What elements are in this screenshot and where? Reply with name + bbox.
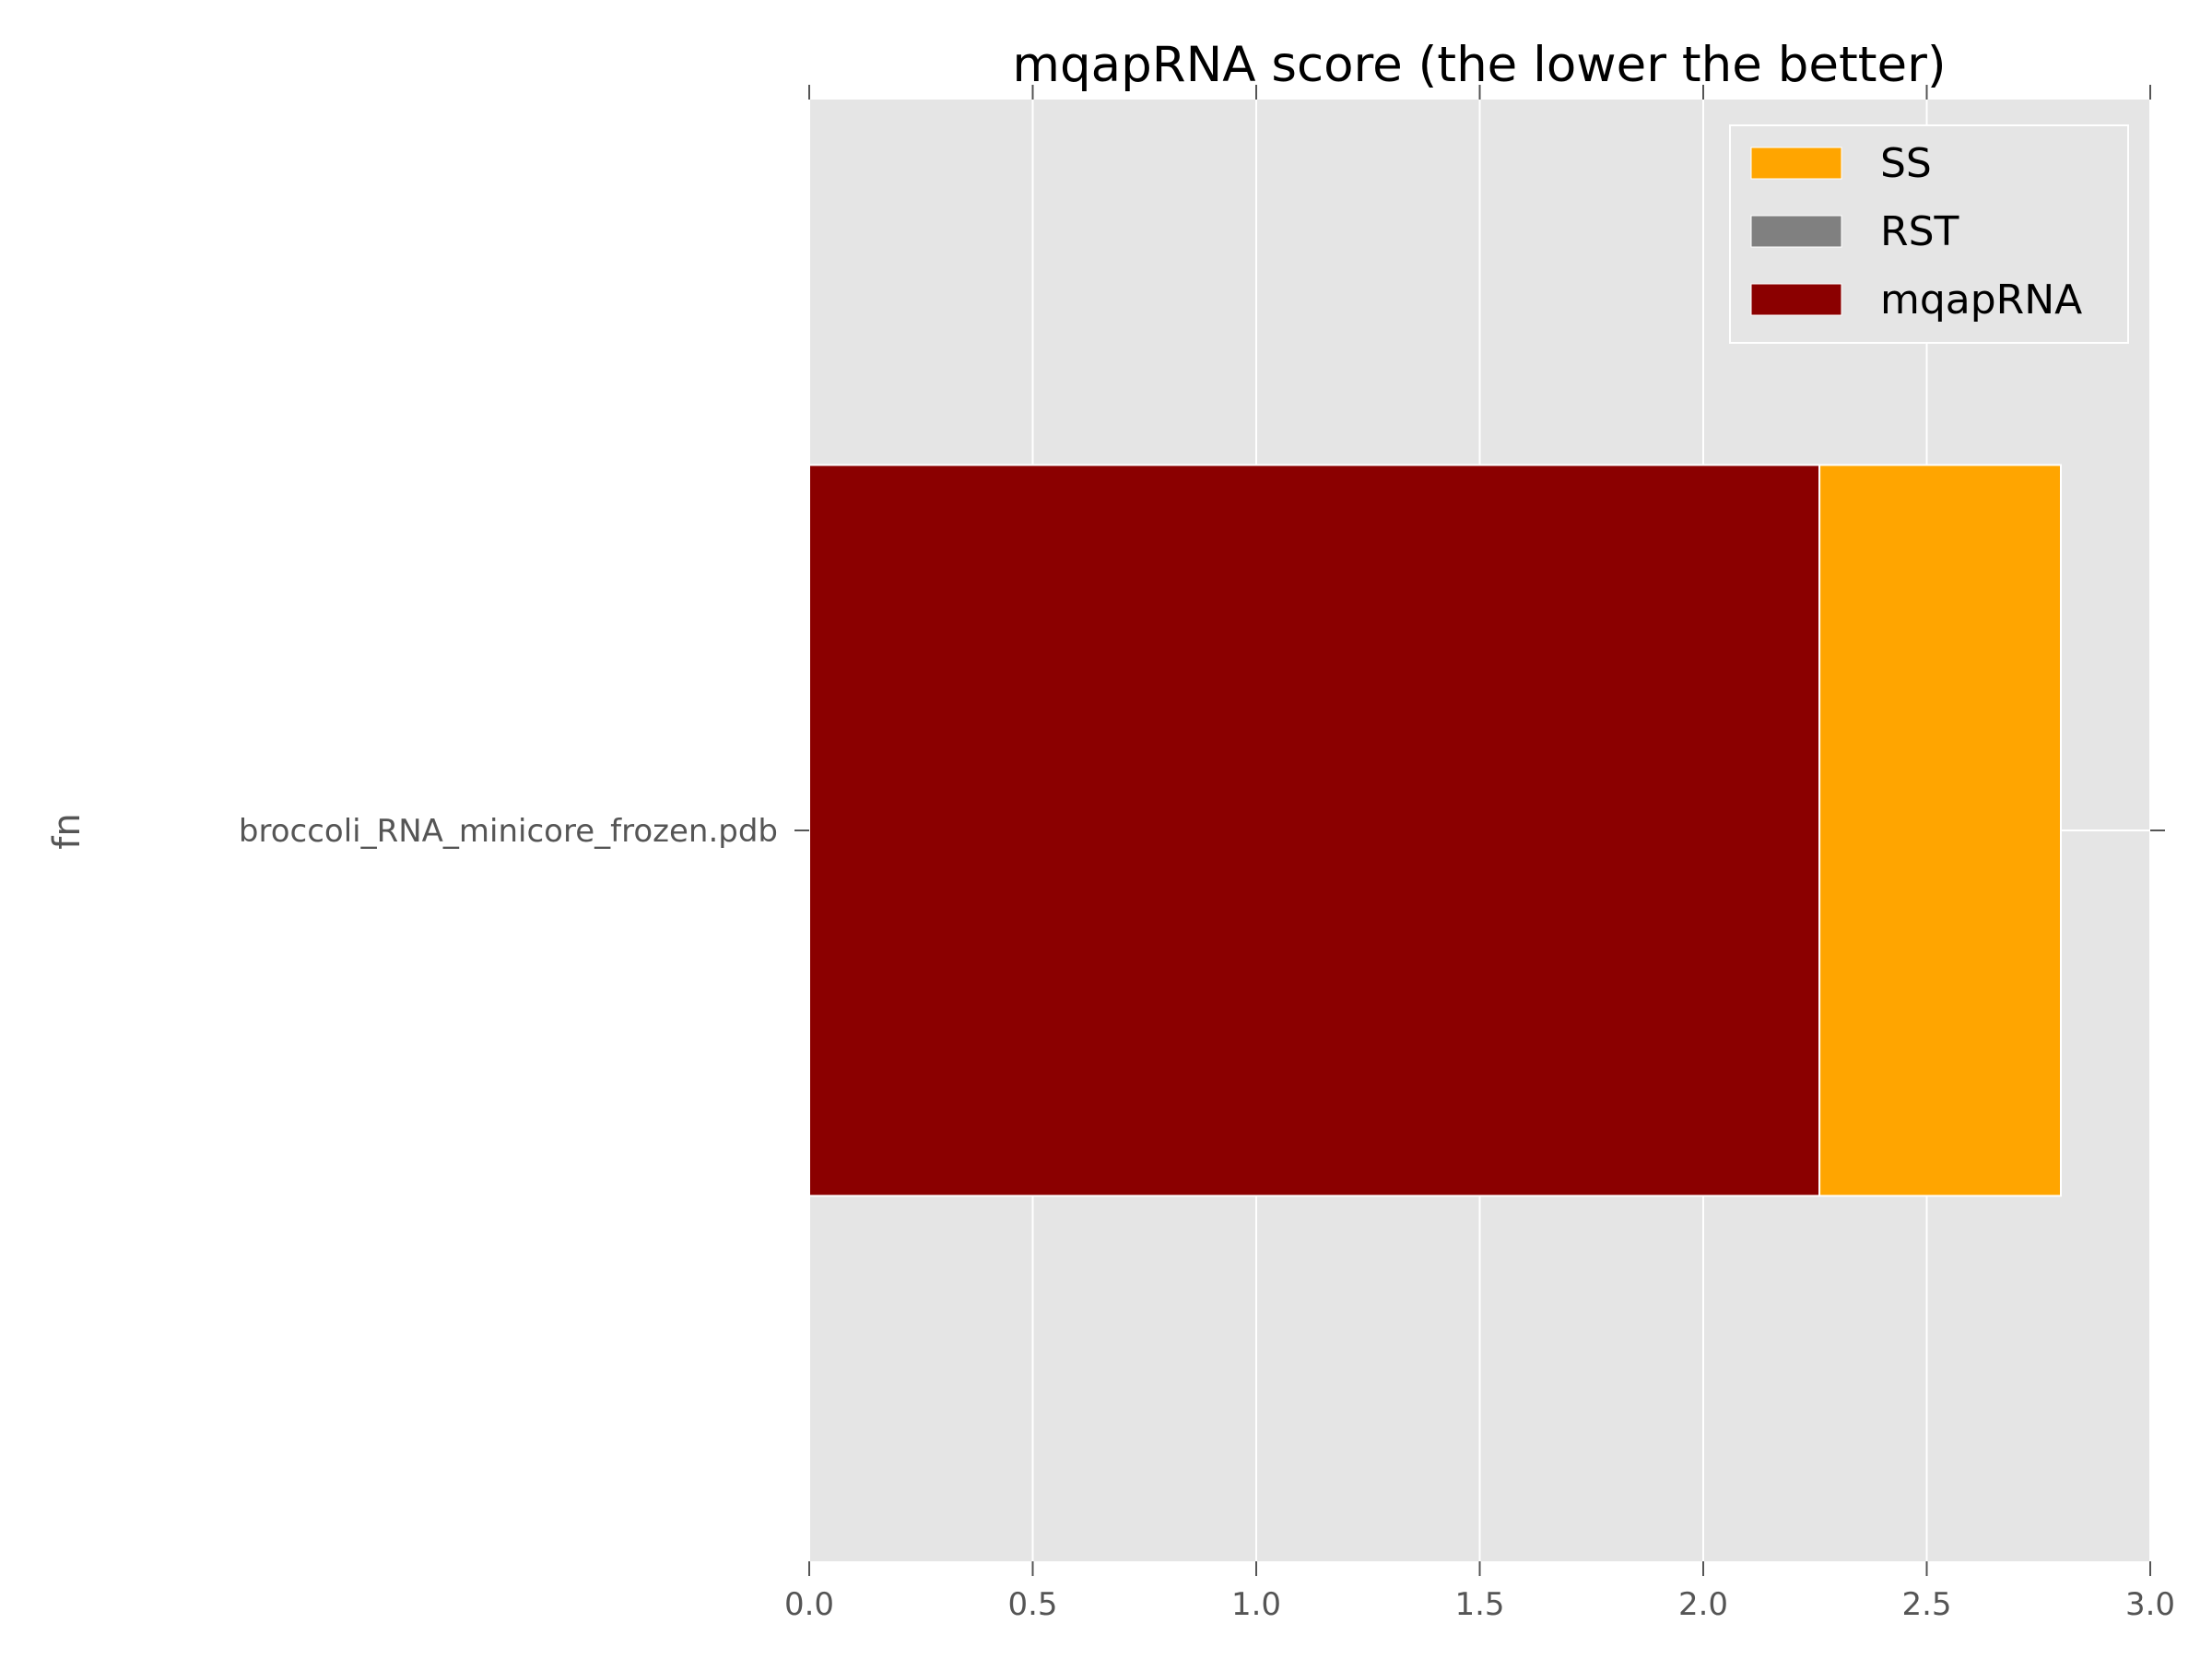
legend-label-rst: RST	[1880, 208, 1959, 255]
legend-swatch-ss	[1750, 147, 1842, 180]
x-tick-label: 2.0	[1678, 1586, 1728, 1623]
legend-label-mqaprna: mqapRNA	[1880, 276, 2082, 324]
bar-mqaprna	[808, 464, 1821, 1197]
x-tick-label: 2.5	[1901, 1586, 1951, 1623]
tick-marks	[794, 85, 2165, 1576]
x-tick-label: 0.0	[784, 1586, 834, 1623]
x-tick-labels: 0.0 0.5 1.0 1.5 2.0 2.5 3.0	[784, 1586, 2175, 1623]
x-tick-label: 3.0	[2125, 1586, 2175, 1623]
category-label: broccoli_RNA_minicore_frozen.pdb	[239, 813, 778, 850]
legend-swatch-rst	[1750, 215, 1842, 248]
bars	[808, 464, 2062, 1197]
bar-ss	[1818, 464, 2062, 1197]
x-tick-label: 0.5	[1007, 1586, 1057, 1623]
legend-swatch-mqaprna	[1750, 283, 1842, 316]
x-tick-label: 1.0	[1231, 1586, 1281, 1623]
category-labels: broccoli_RNA_minicore_frozen.pdb	[239, 813, 778, 850]
chart-title: mqapRNA score (the lower the better)	[1012, 37, 1946, 93]
legend-label-ss: SS	[1880, 140, 1932, 187]
x-tick-label: 1.5	[1454, 1586, 1504, 1623]
y-axis-label: fn	[46, 813, 88, 849]
legend: SS RST mqapRNA	[1729, 124, 2129, 344]
